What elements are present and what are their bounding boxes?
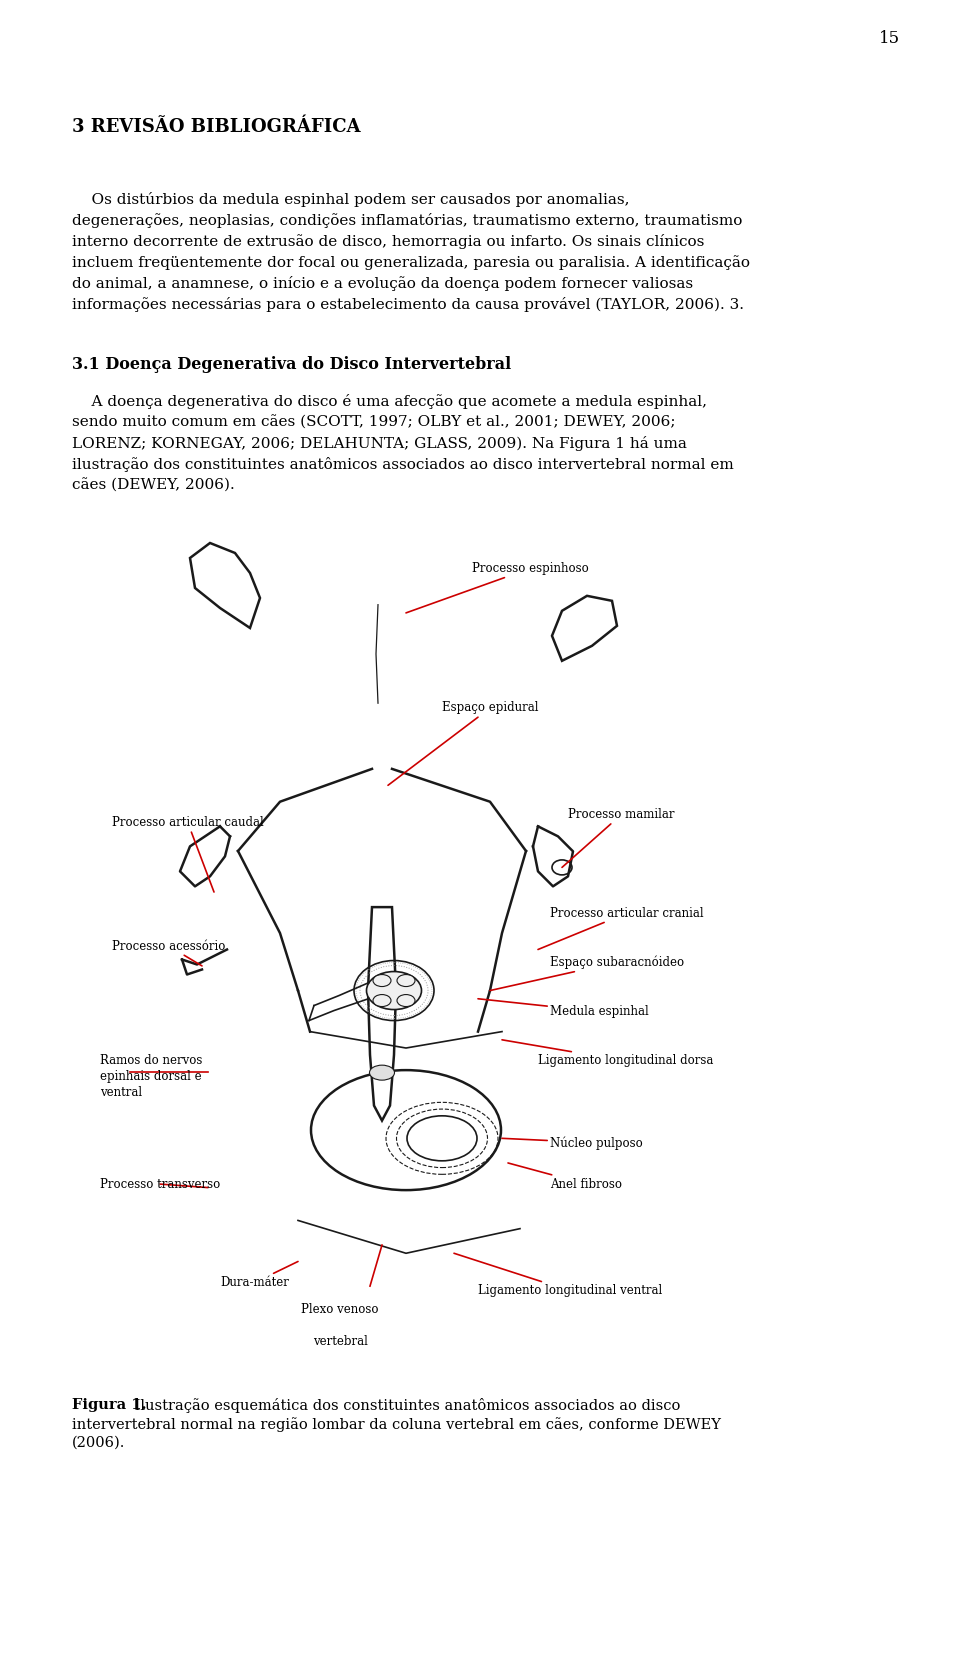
Ellipse shape	[397, 994, 415, 1007]
Text: Processo mamilar: Processo mamilar	[562, 808, 675, 868]
Text: 3.1 Doença Degenerativa do Disco Intervertebral: 3.1 Doença Degenerativa do Disco Interve…	[72, 355, 511, 374]
Text: Processo articular cranial: Processo articular cranial	[538, 907, 704, 950]
Text: Ramos do nervos: Ramos do nervos	[100, 1054, 203, 1068]
Text: vertebral: vertebral	[313, 1336, 368, 1349]
Text: Processo espinhoso: Processo espinhoso	[406, 561, 588, 613]
Text: Processo transverso: Processo transverso	[100, 1178, 220, 1190]
Ellipse shape	[397, 974, 415, 987]
Text: sendo muito comum em cães (SCOTT, 1997; OLBY et al., 2001; DEWEY, 2006;: sendo muito comum em cães (SCOTT, 1997; …	[72, 416, 676, 429]
Text: 15: 15	[878, 30, 900, 47]
Text: Medula espinhal: Medula espinhal	[478, 999, 649, 1019]
Text: incluem freqüentemente dor focal ou generalizada, paresia ou paralisia. A identi: incluem freqüentemente dor focal ou gene…	[72, 255, 750, 270]
Text: Espaço epidural: Espaço epidural	[388, 702, 539, 786]
Text: LORENZ; KORNEGAY, 2006; DELAHUNTA; GLASS, 2009). Na Figura 1 há uma: LORENZ; KORNEGAY, 2006; DELAHUNTA; GLASS…	[72, 436, 686, 451]
Text: Dura-máter: Dura-máter	[220, 1262, 298, 1289]
Text: ilustração dos constituintes anatômicos associados ao disco intervertebral norma: ilustração dos constituintes anatômicos …	[72, 458, 733, 473]
Text: Ligamento longitudinal dorsa: Ligamento longitudinal dorsa	[502, 1039, 713, 1068]
Text: A doença degenerativa do disco é uma afecção que acomete a medula espinhal,: A doença degenerativa do disco é uma afe…	[72, 394, 707, 409]
Text: do animal, a anamnese, o início e a evolução da doença podem fornecer valiosas: do animal, a anamnese, o início e a evol…	[72, 277, 693, 292]
Text: informações necessárias para o estabelecimento da causa provável (TAYLOR, 2006).: informações necessárias para o estabelec…	[72, 297, 744, 312]
Text: Anel fibroso: Anel fibroso	[508, 1163, 622, 1190]
Ellipse shape	[373, 974, 391, 987]
Text: (2006).: (2006).	[72, 1436, 126, 1450]
Text: epinhais dorsal e: epinhais dorsal e	[100, 1071, 202, 1083]
Text: Processo acessório: Processo acessório	[112, 940, 226, 965]
Text: Os distúrbios da medula espinhal podem ser causados por anomalias,: Os distúrbios da medula espinhal podem s…	[72, 193, 630, 208]
Text: Núcleo pulposo: Núcleo pulposo	[502, 1136, 643, 1150]
Text: intervertebral normal na região lombar da coluna vertebral em cães, conforme DEW: intervertebral normal na região lombar d…	[72, 1416, 721, 1431]
Text: ventral: ventral	[100, 1086, 142, 1099]
Text: degenerações, neoplasias, condições inflamatórias, traumatismo externo, traumati: degenerações, neoplasias, condições infl…	[72, 213, 742, 228]
Text: 3 REVISÃO BIBLIOGRÁFICA: 3 REVISÃO BIBLIOGRÁFICA	[72, 117, 361, 136]
Ellipse shape	[373, 994, 391, 1007]
Ellipse shape	[370, 1066, 395, 1079]
Text: Ilustração esquemática dos constituintes anatômicos associados ao disco: Ilustração esquemática dos constituintes…	[130, 1398, 681, 1413]
Ellipse shape	[367, 972, 421, 1009]
Text: Figura 1.: Figura 1.	[72, 1398, 147, 1411]
Text: cães (DEWEY, 2006).: cães (DEWEY, 2006).	[72, 478, 235, 493]
Text: Processo articular caudal: Processo articular caudal	[112, 816, 264, 892]
Text: interno decorrente de extrusão de disco, hemorragia ou infarto. Os sinais clínic: interno decorrente de extrusão de disco,…	[72, 235, 705, 250]
Text: Espaço subaracnóideo: Espaço subaracnóideo	[490, 955, 684, 991]
Text: Plexo venoso: Plexo venoso	[301, 1302, 379, 1316]
Text: Ligamento longitudinal ventral: Ligamento longitudinal ventral	[454, 1254, 662, 1297]
